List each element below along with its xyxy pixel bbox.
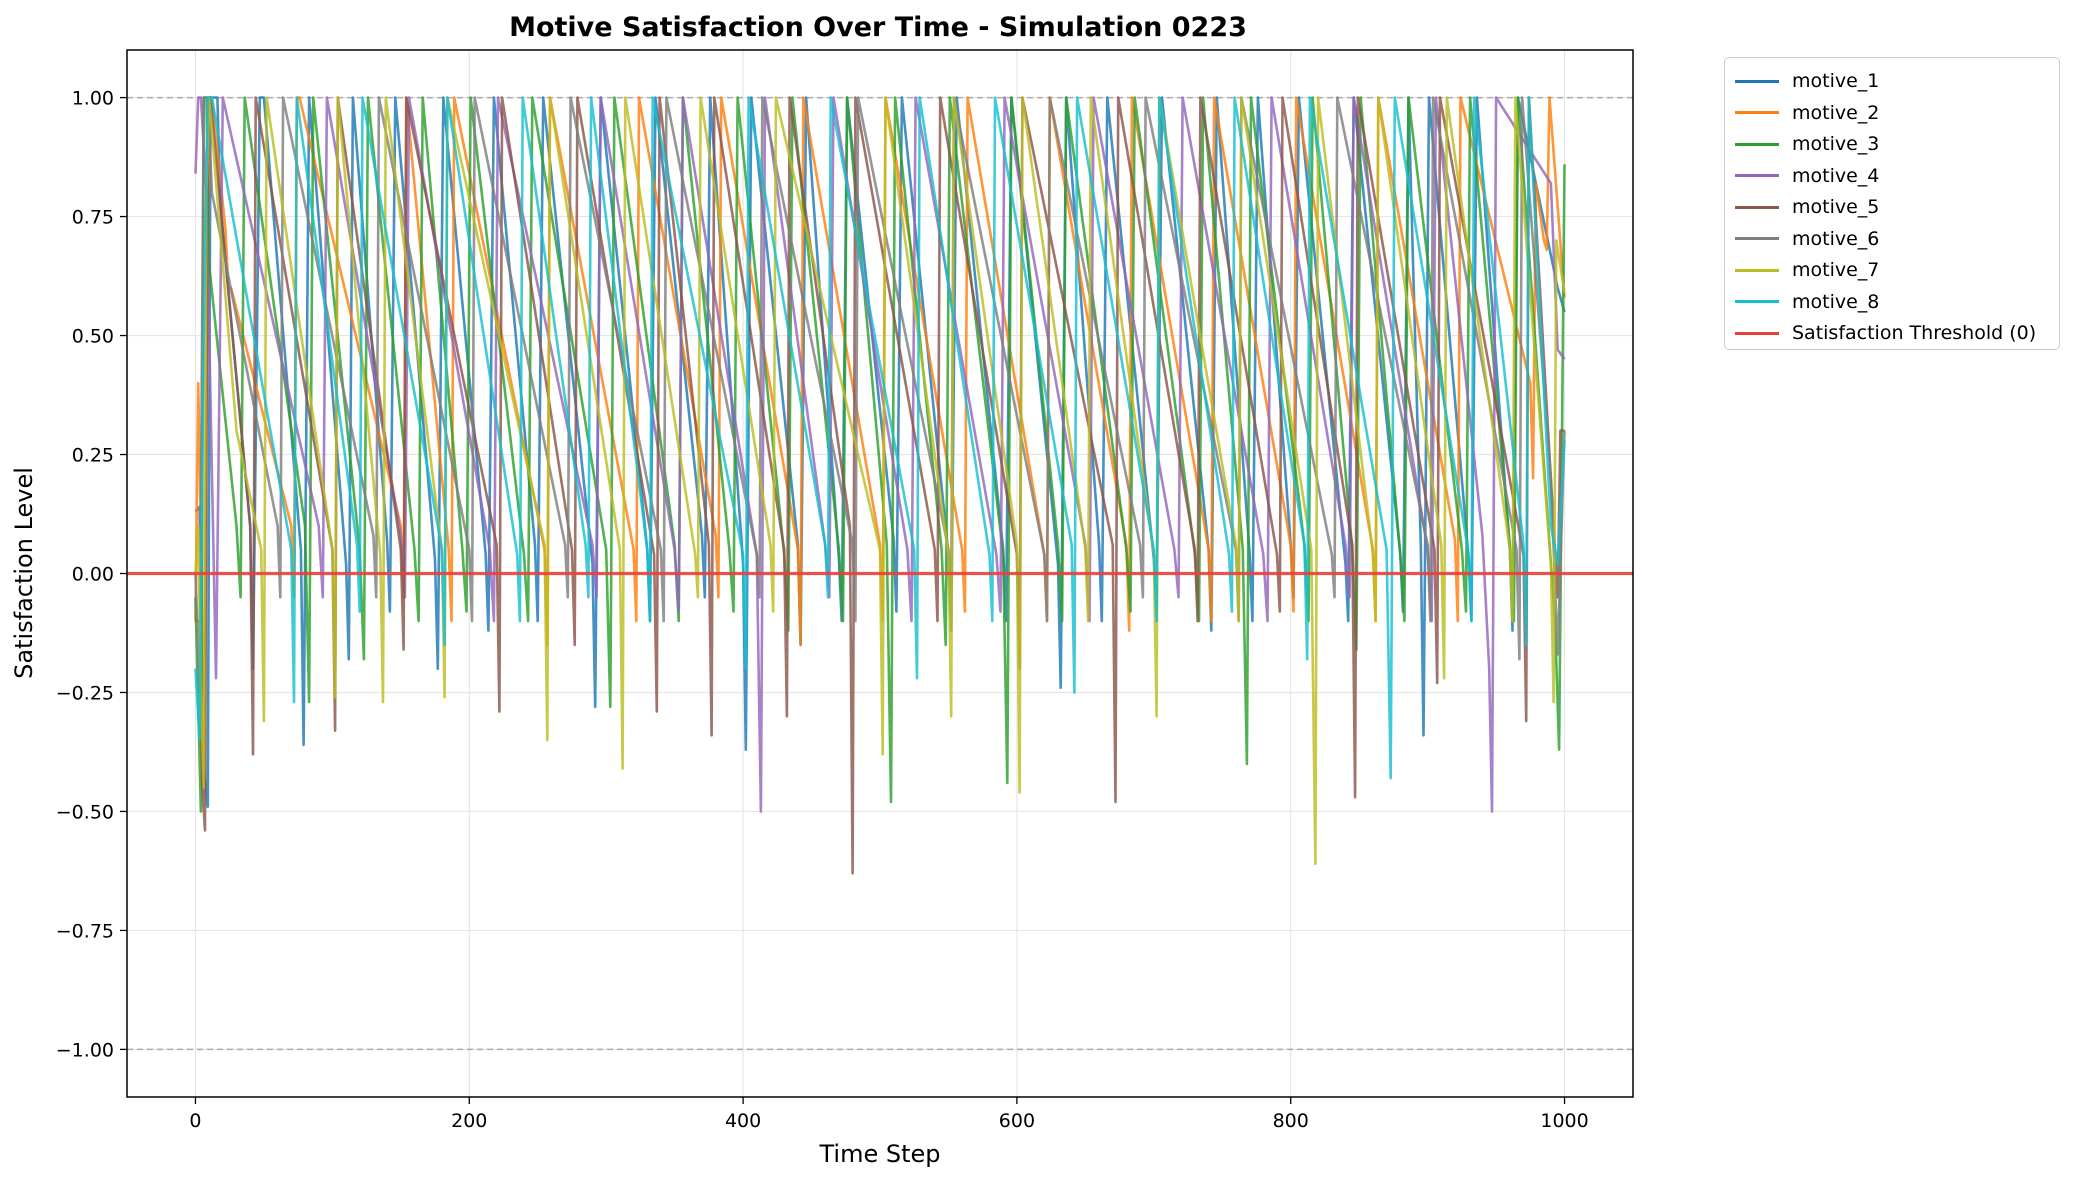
legend-item: Satisfaction Threshold (0) xyxy=(1735,318,2036,348)
legend-item: motive_6 xyxy=(1735,224,1879,254)
y-tick-label: −0.50 xyxy=(56,801,114,823)
chart-title: Motive Satisfaction Over Time - Simulati… xyxy=(509,12,1247,43)
series-line-motive_7 xyxy=(194,96,1566,866)
legend-item: motive_7 xyxy=(1735,255,1879,285)
series-line-motive_8 xyxy=(194,96,1566,780)
series-line-motive_5 xyxy=(195,96,1565,875)
legend-label: Satisfaction Threshold (0) xyxy=(1792,322,2037,344)
y-tick-label: 1.00 xyxy=(72,88,114,110)
legend-label: motive_4 xyxy=(1792,164,1880,187)
legend-label: motive_2 xyxy=(1792,101,1880,124)
y-tick-label: −0.75 xyxy=(56,920,114,942)
legend-item: motive_4 xyxy=(1735,161,1879,191)
series-line-motive_6 xyxy=(194,96,1566,694)
legend-item: motive_1 xyxy=(1735,66,1879,96)
y-tick-label: 0.50 xyxy=(72,326,114,348)
x-tick-label: 1000 xyxy=(1540,1110,1588,1132)
series-line-motive_3 xyxy=(194,96,1566,813)
y-axis-ticks: 1.00 0.75 0.50 0.25 0.00 −0.25 −0.50 −0.75 −1.00 xyxy=(56,88,127,1061)
legend-label: motive_1 xyxy=(1792,70,1880,92)
legend-swatch xyxy=(1735,142,1779,146)
legend-item: motive_5 xyxy=(1735,192,1879,222)
x-axis-ticks: 0 200 400 600 800 1000 xyxy=(189,1097,1589,1132)
x-tick-label: 800 xyxy=(1273,1110,1309,1132)
y-tick-label: 0.25 xyxy=(72,445,114,467)
legend-label: motive_3 xyxy=(1792,133,1880,155)
legend-item: motive_8 xyxy=(1735,287,1879,317)
y-tick-label: −1.00 xyxy=(56,1039,114,1061)
series-lines xyxy=(194,96,1566,875)
y-tick-label: 0.00 xyxy=(72,564,114,586)
legend-swatch xyxy=(1735,300,1779,303)
legend-item: motive_2 xyxy=(1735,98,1879,128)
legend-label: motive_5 xyxy=(1792,196,1880,218)
x-tick-label: 200 xyxy=(451,1110,487,1132)
legend-swatch xyxy=(1735,205,1779,209)
legend-swatch xyxy=(1735,111,1779,114)
legend-swatch xyxy=(1735,79,1779,83)
legend-label: motive_7 xyxy=(1792,259,1880,281)
x-tick-label: 400 xyxy=(725,1110,761,1132)
y-tick-label: 0.75 xyxy=(72,207,114,229)
legend-swatch xyxy=(1735,268,1779,272)
y-tick-label: −0.25 xyxy=(56,682,114,704)
y-axis-label: Satisfaction Level xyxy=(10,467,38,679)
legend-label: motive_8 xyxy=(1792,290,1880,313)
legend-swatch xyxy=(1735,237,1779,240)
legend-item: motive_3 xyxy=(1735,129,1879,159)
legend-label: motive_6 xyxy=(1792,227,1880,250)
x-tick-label: 600 xyxy=(999,1110,1035,1132)
legend-swatch xyxy=(1735,174,1779,177)
x-tick-label: 0 xyxy=(189,1110,201,1132)
legend-swatch xyxy=(1735,331,1779,335)
x-axis-label: Time Step xyxy=(818,1140,940,1168)
legend: motive_1 motive_2 motive_3 motive_4 motive_5… xyxy=(1724,57,2060,350)
